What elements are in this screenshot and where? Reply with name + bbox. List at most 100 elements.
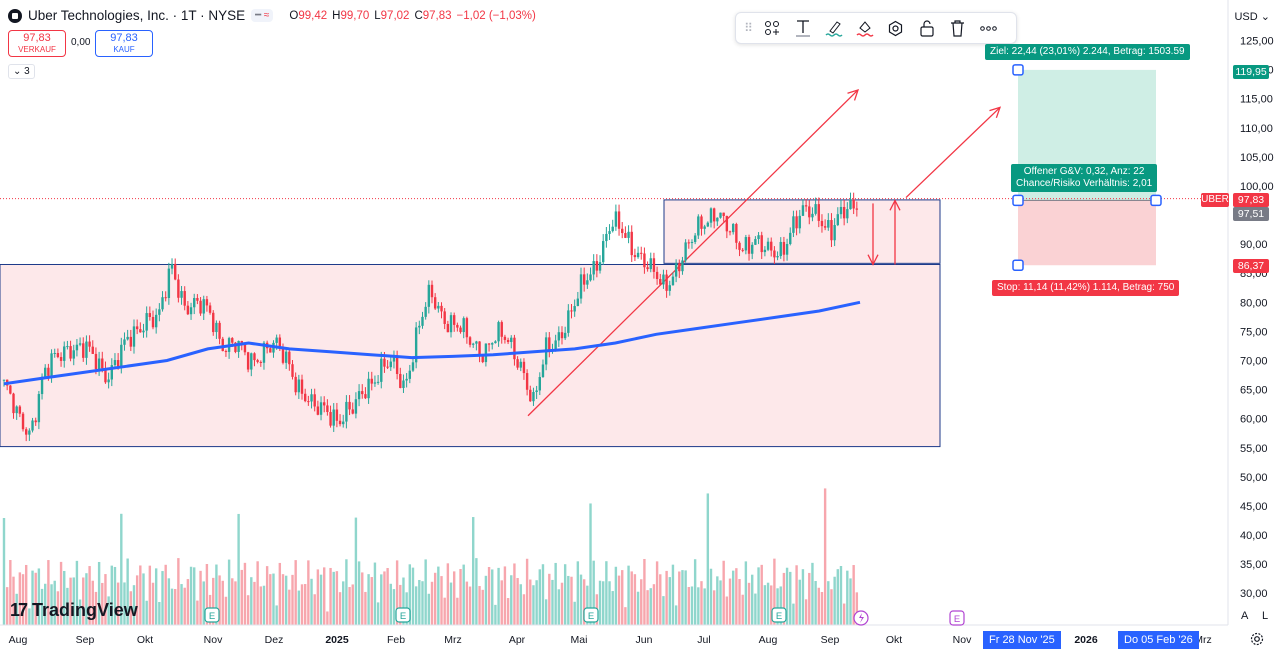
candle-body [129, 336, 133, 347]
candle-body [69, 346, 72, 359]
sell-button[interactable]: 97,83 VERKAUF [8, 30, 66, 57]
volume-bar [678, 571, 681, 625]
candle-body [291, 364, 294, 377]
currency-selector[interactable]: USD ⌄ [1234, 11, 1270, 23]
volume-bar [849, 578, 852, 625]
volume-bar [370, 577, 373, 625]
volume-bar [497, 567, 500, 625]
candle-body [535, 390, 538, 392]
volume-bar [151, 582, 155, 625]
candle-body [9, 385, 12, 394]
candle-body [624, 233, 627, 238]
settings-gear-icon[interactable] [1250, 632, 1264, 651]
candle-body [44, 367, 47, 377]
candle-body [548, 337, 551, 351]
compare-pill[interactable]: ━ ≈ [251, 9, 274, 22]
tradingview-logo[interactable]: 17 TradingView [10, 600, 138, 621]
position-handle [1012, 64, 1024, 76]
candle-body [174, 263, 177, 280]
candle-body [323, 402, 326, 406]
candle-body [697, 216, 700, 236]
candle-body [154, 314, 158, 328]
drawings-layer[interactable] [0, 88, 1002, 448]
price-axis[interactable]: 125,00120,00115,00110,00105,00100,0095,0… [0, 0, 1274, 626]
candle-body [373, 382, 377, 384]
candle-body [424, 306, 427, 317]
trash-icon[interactable] [942, 14, 973, 42]
template-icon[interactable] [756, 14, 787, 42]
volume-bar [389, 583, 392, 625]
candle-body [741, 249, 744, 251]
volume-bar [78, 599, 82, 625]
volume-bar [9, 560, 12, 625]
candle-body [82, 343, 85, 358]
candle-body [37, 394, 41, 423]
grip-icon[interactable]: ⠿ [744, 21, 753, 35]
candle-body [316, 406, 320, 415]
volume-bar [44, 583, 47, 625]
volume-bar [323, 567, 326, 625]
indicators-toggle[interactable]: ⌄ 3 [8, 64, 35, 79]
candle-body [589, 274, 592, 281]
volume-bar [430, 581, 434, 625]
volume-bar [716, 576, 719, 625]
stop-label[interactable]: Stop: 11,14 (11,42%) 1.114, Betrag: 750 [992, 280, 1180, 296]
candle-body [40, 376, 44, 395]
volume-bar [681, 570, 684, 625]
candle-body [31, 420, 34, 431]
volume-bar [636, 591, 640, 625]
candle-body [405, 378, 408, 381]
candle-body [186, 305, 190, 315]
volume-bar [414, 586, 418, 625]
volume-bar [789, 571, 792, 625]
volume-bar [12, 576, 15, 625]
candle-body [728, 231, 732, 233]
volume-bar [56, 591, 60, 625]
candle-body [452, 315, 456, 325]
time-axis[interactable]: Aug Sep Okt Nov Dez 2025 Feb Mrz Apr Mai Jun Jul Aug… [9, 634, 1212, 646]
candle-body [237, 340, 240, 352]
volume-bar [792, 603, 795, 625]
volume-bar [212, 577, 215, 625]
candle-body [367, 378, 370, 399]
candle-body [532, 391, 535, 402]
volume-bar [462, 564, 465, 625]
candle-body [827, 220, 830, 228]
volume-bar [811, 562, 814, 625]
volume-bar [538, 569, 541, 625]
candle-body [18, 406, 22, 414]
open-pl-label[interactable]: Offener G&V: 0,32, Anz: 22 Chance/Risiko… [1011, 164, 1158, 192]
volume-bar [227, 559, 231, 625]
volume-bar [820, 592, 824, 625]
candle-body [88, 341, 91, 347]
candle-body [66, 346, 69, 348]
volume-bar [535, 580, 538, 625]
earnings-marker-icon [395, 607, 411, 623]
more-icon[interactable] [973, 14, 1004, 42]
ohlc-low: L97,02 [374, 9, 410, 22]
volume-bar [37, 568, 41, 625]
auto-scale-button[interactable]: A [1241, 610, 1249, 622]
volume-bar [275, 605, 278, 625]
candle-body [782, 241, 786, 255]
volume-bar [452, 571, 456, 625]
buy-button[interactable]: 97,83 KAUF [95, 30, 153, 57]
settings-icon[interactable] [880, 14, 911, 42]
volume-bar [183, 587, 186, 625]
lock-icon[interactable] [911, 14, 942, 42]
line-color-icon[interactable] [818, 14, 849, 42]
fill-color-icon[interactable] [849, 14, 880, 42]
candle-body [570, 310, 573, 312]
buy-price: 97,83 [110, 32, 138, 44]
stop-price-tag: 86,37 [1233, 259, 1269, 273]
text-icon[interactable] [787, 14, 818, 42]
candle-body [576, 298, 580, 307]
target-label[interactable]: Ziel: 22,44 (23,01%) 2.244, Betrag: 1503… [985, 44, 1190, 60]
log-scale-button[interactable]: L [1262, 610, 1269, 622]
volume-bar [814, 580, 817, 625]
symbol-title[interactable]: Uber Technologies, Inc. · 1T · NYSE [28, 8, 246, 23]
volume-bar [671, 564, 675, 625]
target-price-tag: 119,95 [1233, 65, 1269, 79]
